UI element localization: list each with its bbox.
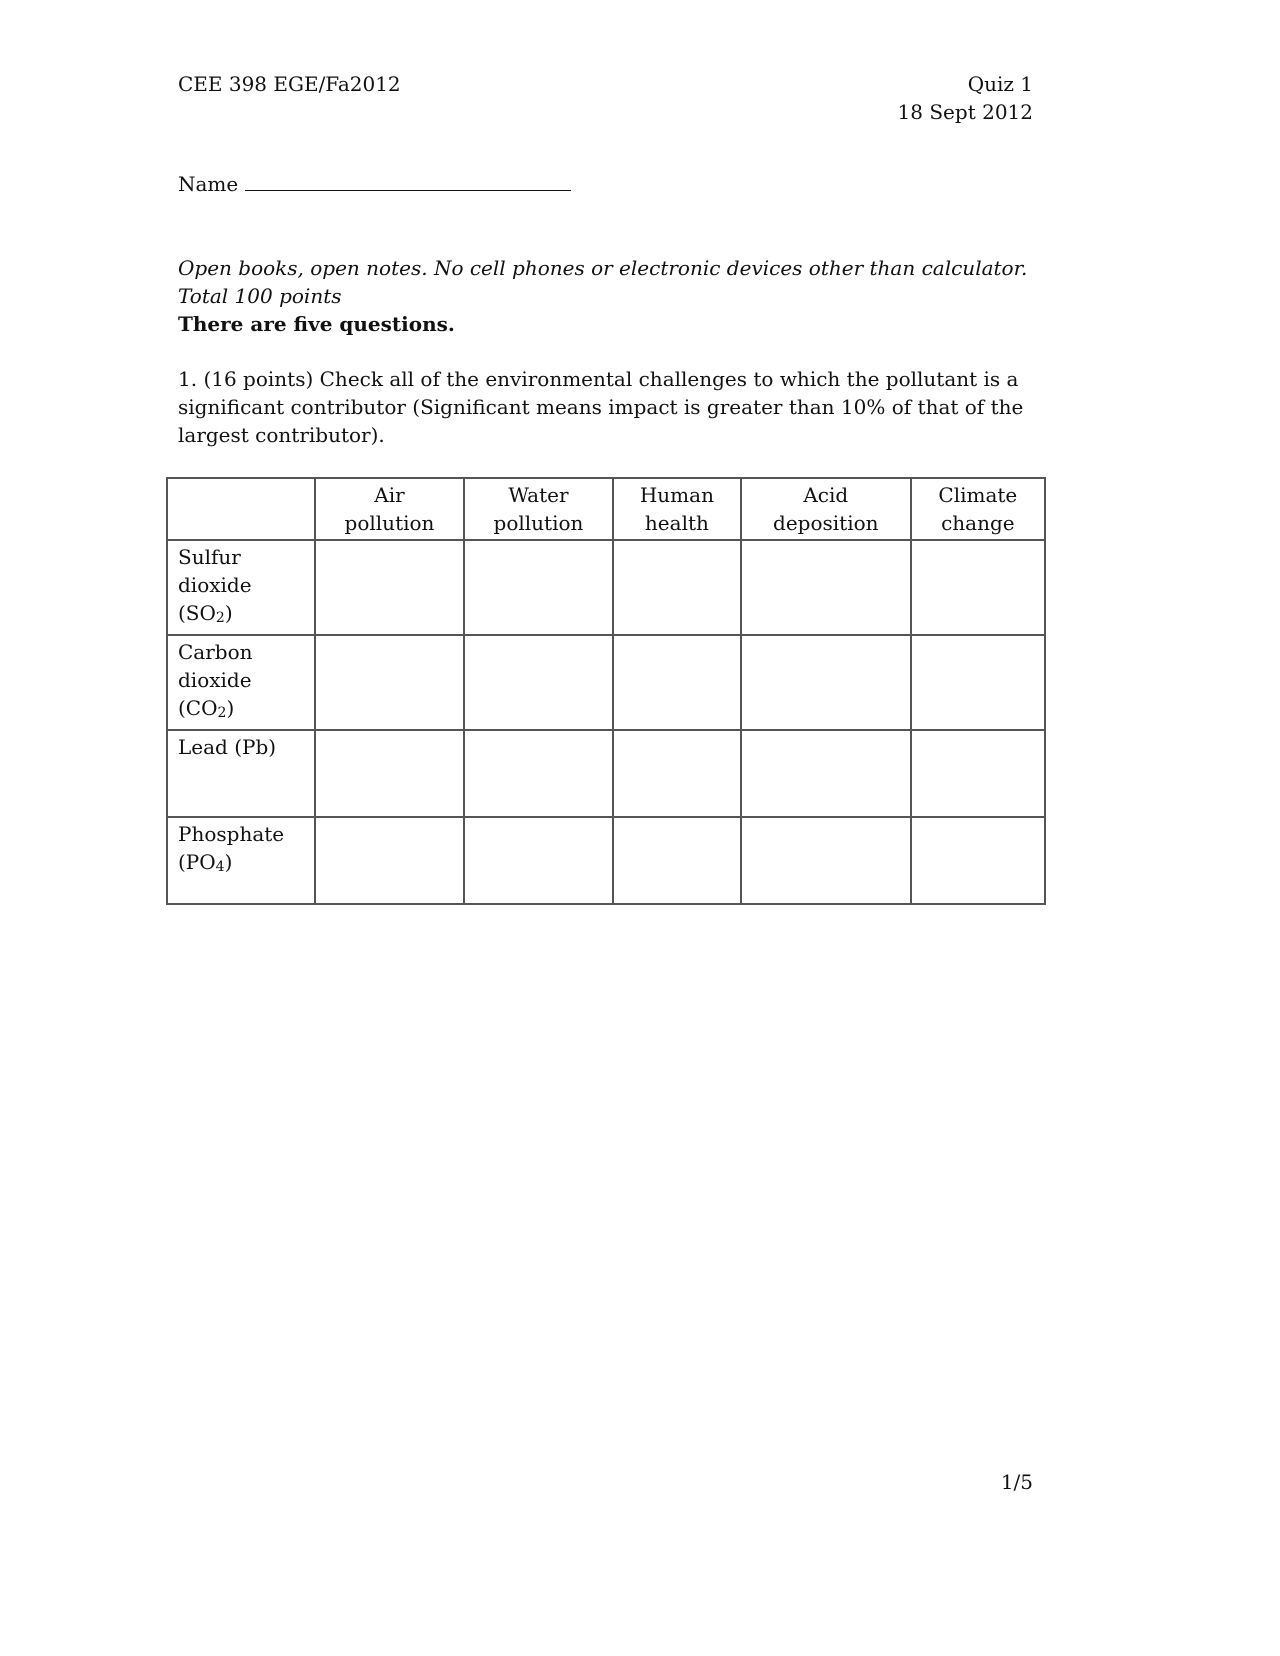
check-cell[interactable] xyxy=(611,816,742,905)
pollutant-table: Air pollution Water pollution Human health … xyxy=(166,477,1047,905)
check-cell[interactable] xyxy=(611,729,742,818)
column-header: Water pollution xyxy=(462,477,614,541)
table-row: Sulfur dioxide (SO2) xyxy=(166,539,1047,636)
check-cell[interactable] xyxy=(462,816,614,905)
row-label: Sulfur dioxide (SO2) xyxy=(166,539,316,636)
check-cell[interactable] xyxy=(314,816,465,905)
check-cell[interactable] xyxy=(462,634,614,731)
table-row: Carbon dioxide (CO2) xyxy=(166,634,1047,731)
name-field[interactable]: Name xyxy=(178,172,571,196)
name-blank-line[interactable] xyxy=(244,172,571,191)
row-label: Lead (Pb) xyxy=(166,729,316,818)
check-cell[interactable] xyxy=(909,539,1047,636)
column-header: Climate change xyxy=(909,477,1047,541)
check-cell[interactable] xyxy=(739,539,912,636)
total-points: Total 100 points xyxy=(178,284,342,308)
column-header: Human health xyxy=(611,477,742,541)
table-row: Phosphate (PO4) xyxy=(166,816,1047,905)
table-header-row: Air pollution Water pollution Human health … xyxy=(166,477,1047,541)
check-cell[interactable] xyxy=(611,634,742,731)
row-label: Carbon dioxide (CO2) xyxy=(166,634,316,731)
table-row: Lead (Pb) xyxy=(166,729,1047,818)
question1-text: largest contributor). xyxy=(178,423,385,447)
quiz-number: Quiz 1 xyxy=(967,72,1033,96)
check-cell[interactable] xyxy=(462,539,614,636)
check-cell[interactable] xyxy=(739,729,912,818)
name-label: Name xyxy=(178,172,239,196)
row-label: Phosphate (PO4) xyxy=(166,816,316,905)
column-header: Acid deposition xyxy=(739,477,912,541)
page-number: 1/5 xyxy=(1000,1470,1033,1494)
table-corner-cell xyxy=(166,477,316,541)
check-cell[interactable] xyxy=(739,816,912,905)
check-cell[interactable] xyxy=(314,729,465,818)
check-cell[interactable] xyxy=(909,729,1047,818)
check-cell[interactable] xyxy=(314,634,465,731)
check-cell[interactable] xyxy=(909,634,1047,731)
question1-text: 1. (16 points) Check all of the environm… xyxy=(178,367,1019,391)
check-cell[interactable] xyxy=(611,539,742,636)
course-header: CEE 398 EGE/Fa2012 xyxy=(178,72,401,96)
instructions-line: Open books, open notes. No cell phones o… xyxy=(178,256,1028,280)
column-header: Air pollution xyxy=(314,477,465,541)
question1-text: significant contributor (Significant mea… xyxy=(178,395,1024,419)
quiz-date: 18 Sept 2012 xyxy=(897,100,1033,124)
question-count: There are five questions. xyxy=(178,312,455,336)
check-cell[interactable] xyxy=(314,539,465,636)
check-cell[interactable] xyxy=(462,729,614,818)
check-cell[interactable] xyxy=(739,634,912,731)
check-cell[interactable] xyxy=(909,816,1047,905)
